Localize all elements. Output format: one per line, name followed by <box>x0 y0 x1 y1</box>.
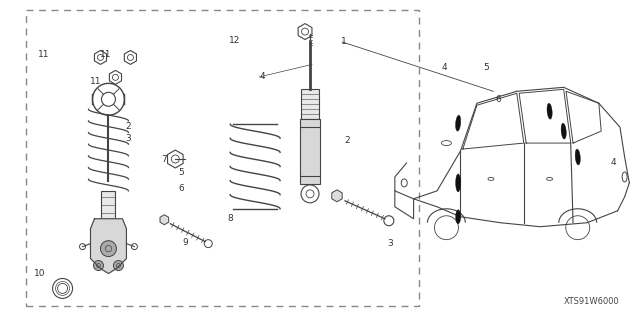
Circle shape <box>100 241 116 256</box>
Ellipse shape <box>575 149 580 165</box>
Ellipse shape <box>561 123 566 139</box>
Text: 11: 11 <box>38 50 49 59</box>
Text: 11: 11 <box>90 77 102 86</box>
Text: 4: 4 <box>442 63 447 72</box>
Bar <box>102 191 115 219</box>
Text: 4: 4 <box>259 72 265 81</box>
Polygon shape <box>90 219 127 273</box>
Ellipse shape <box>456 210 461 224</box>
Text: 9: 9 <box>182 238 188 247</box>
Polygon shape <box>332 190 342 202</box>
Polygon shape <box>160 215 169 225</box>
Text: 2: 2 <box>344 136 350 145</box>
Text: 11: 11 <box>100 50 111 59</box>
Text: 6: 6 <box>178 184 184 193</box>
Bar <box>301 89 319 119</box>
Text: 4: 4 <box>611 158 616 167</box>
Text: 7: 7 <box>162 155 168 164</box>
Text: 3: 3 <box>125 134 131 143</box>
Text: 5: 5 <box>178 168 184 177</box>
Text: 6: 6 <box>495 95 501 104</box>
Text: 8: 8 <box>227 214 233 223</box>
Text: 10: 10 <box>34 269 45 278</box>
Ellipse shape <box>547 103 552 119</box>
Text: 2: 2 <box>125 122 131 131</box>
Ellipse shape <box>456 115 461 131</box>
Text: 5: 5 <box>483 63 488 72</box>
Ellipse shape <box>456 174 461 192</box>
Bar <box>300 119 320 184</box>
Circle shape <box>93 261 104 271</box>
Text: 1: 1 <box>341 38 347 47</box>
Text: XTS91W6000: XTS91W6000 <box>564 297 620 306</box>
Bar <box>26 10 419 306</box>
Text: 12: 12 <box>229 36 241 45</box>
Text: 3: 3 <box>387 239 393 248</box>
Circle shape <box>113 261 124 271</box>
